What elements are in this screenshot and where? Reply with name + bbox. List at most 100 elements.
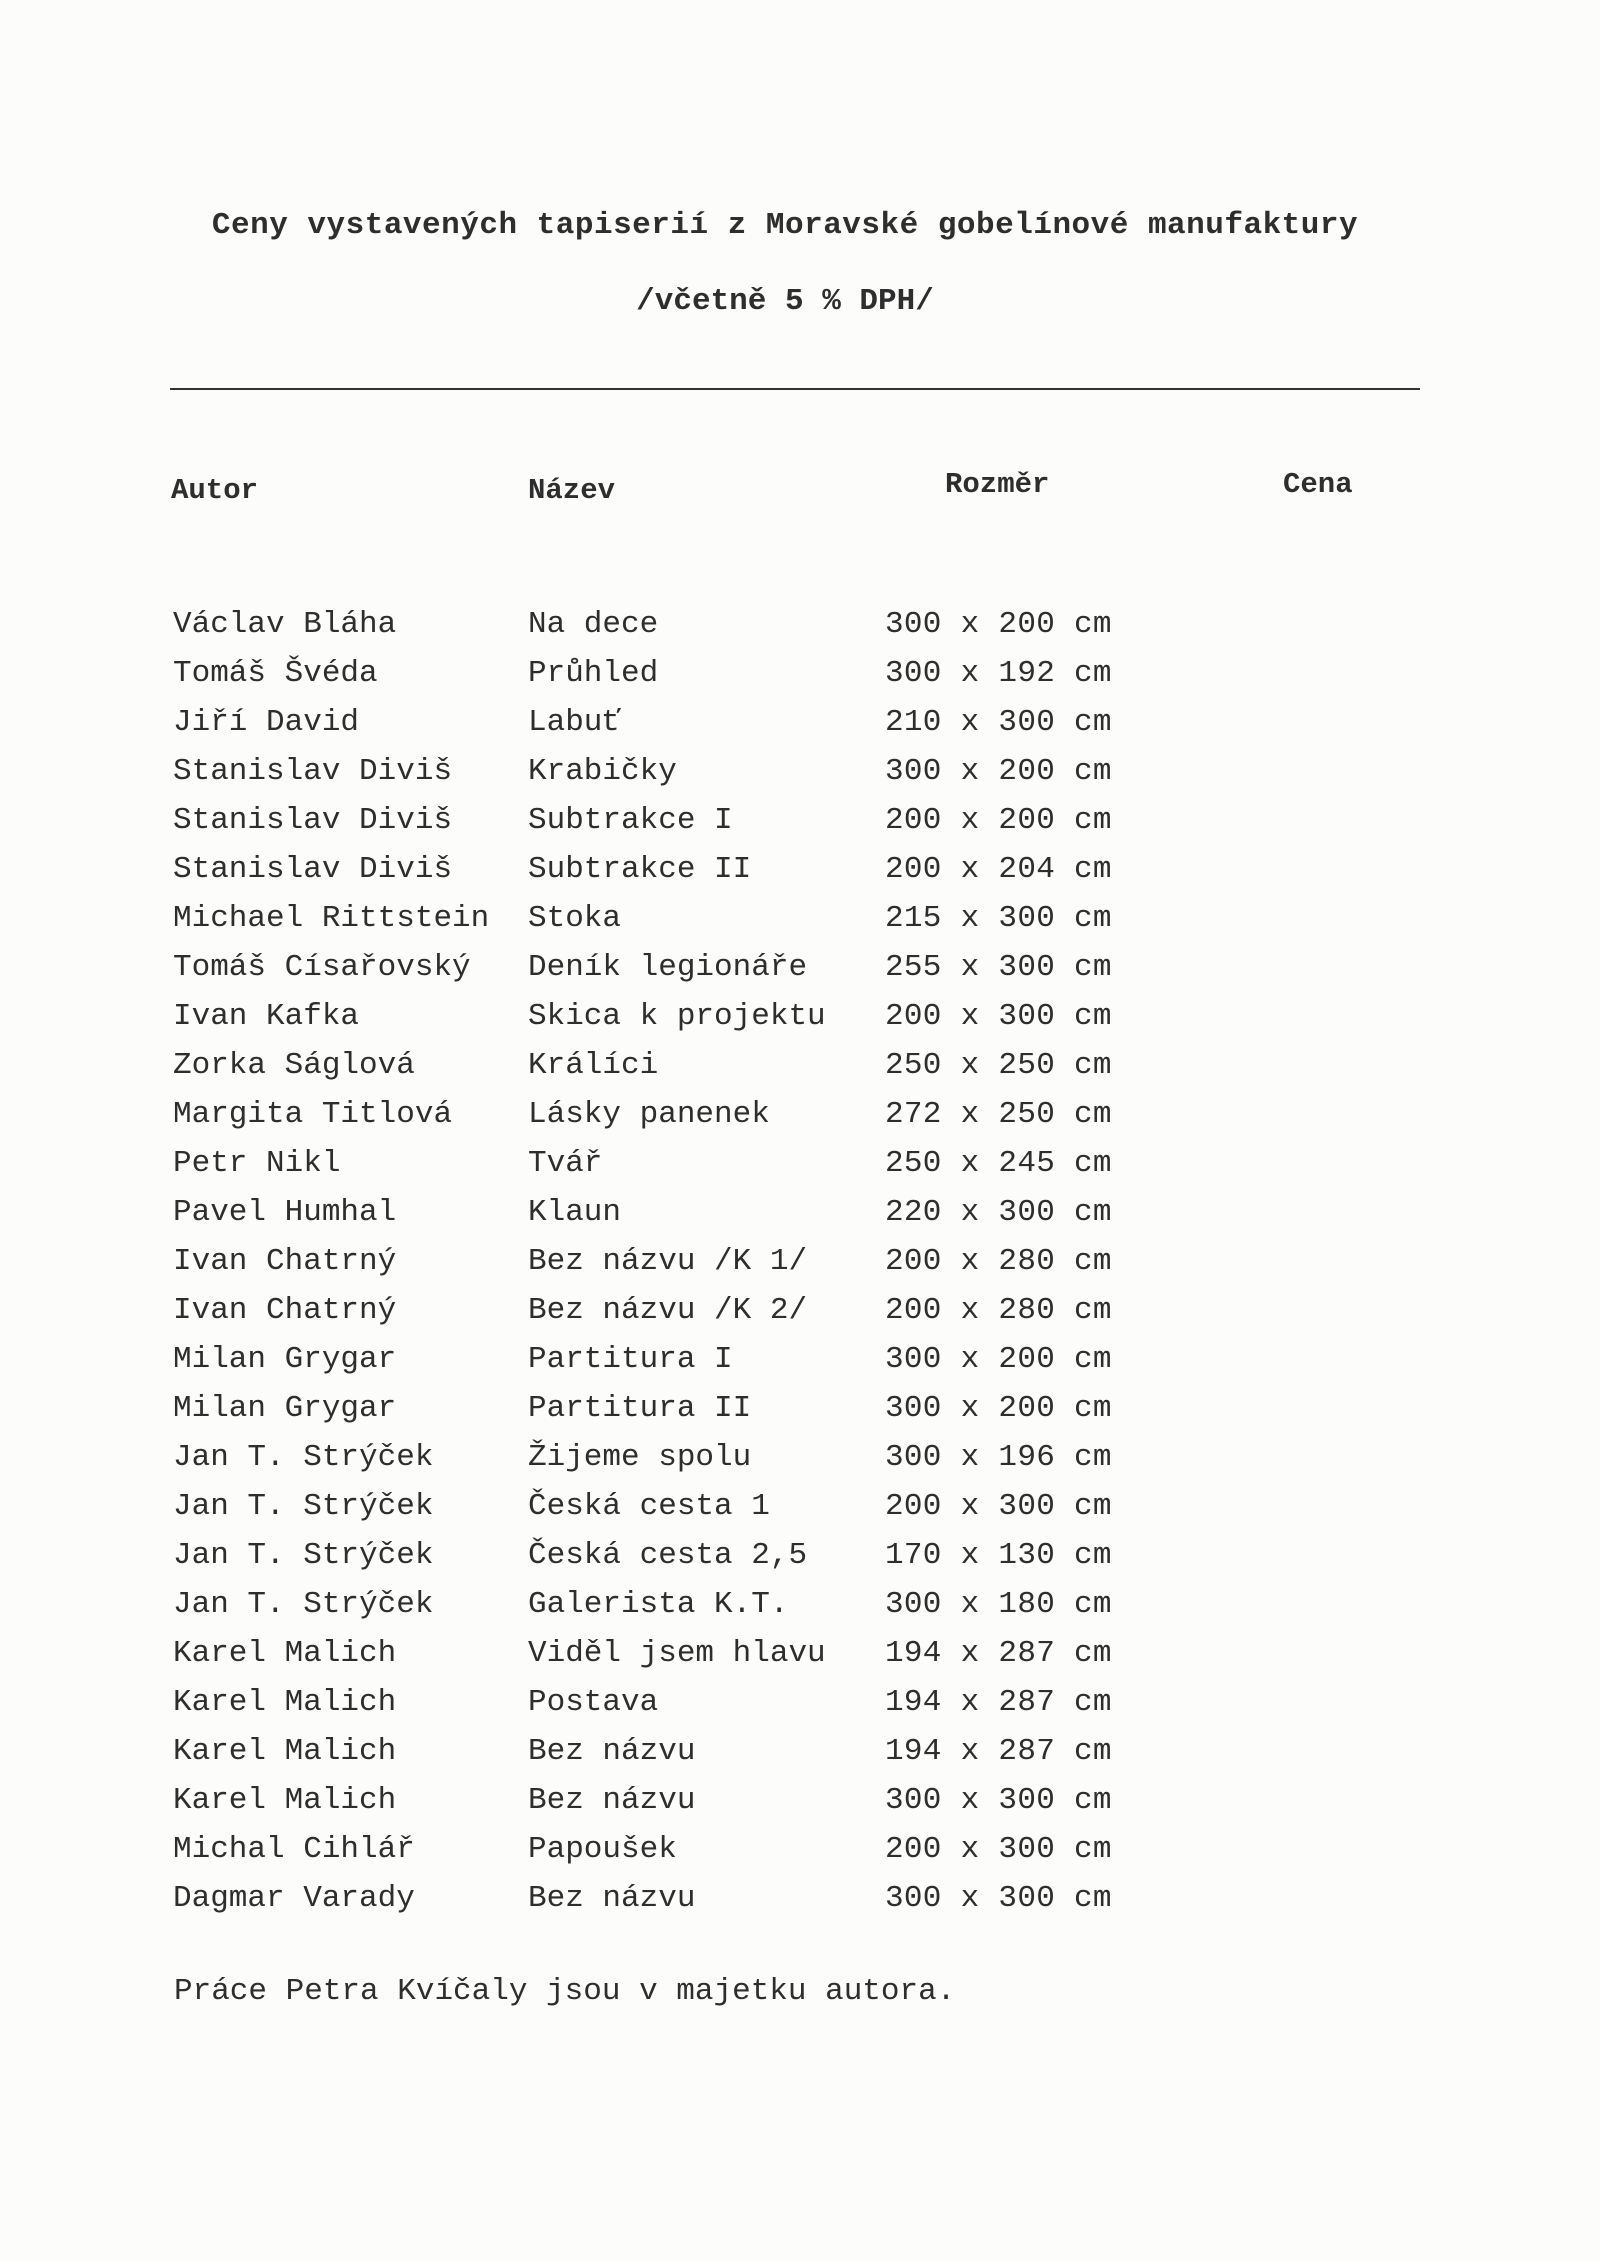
- table-row: Jan T. Strýček Žijeme spolu 300 x 196 cm: [173, 1433, 1185, 1482]
- column-header-author: Autor: [171, 474, 259, 507]
- tapestry-list: Václav Bláha Na dece 300 x 200 cm Tomáš Švé…: [173, 600, 1185, 1923]
- title-cell: Lásky panenek: [528, 1097, 770, 1132]
- document-subtitle: /včetně 5 % DPH/: [636, 284, 934, 319]
- title-cell: Krabičky: [528, 754, 677, 789]
- table-row: Pavel Humhal Klaun 220 x 300 cm: [173, 1188, 1185, 1237]
- author-cell: Jan T. Strýček: [173, 1538, 434, 1573]
- table-row: Karel Malich Viděl jsem hlavu 194 x 287 cm: [173, 1629, 1185, 1678]
- table-row: Milan Grygar Partitura I 300 x 200 cm: [173, 1335, 1185, 1384]
- table-row: Karel Malich Bez názvu 194 x 287 cm: [173, 1727, 1185, 1776]
- author-cell: Pavel Humhal: [173, 1195, 397, 1230]
- size-cell: 220 x 300 cm: [885, 1195, 1112, 1230]
- size-cell: 300 x 200 cm: [885, 1391, 1112, 1426]
- author-cell: Karel Malich: [173, 1734, 397, 1769]
- size-cell: 300 x 200 cm: [885, 754, 1112, 789]
- size-cell: 200 x 300 cm: [885, 999, 1112, 1034]
- title-cell: Na dece: [528, 607, 659, 642]
- title-cell: Žijeme spolu: [528, 1440, 752, 1475]
- size-cell: 200 x 280 cm: [885, 1293, 1112, 1328]
- table-row: Michael Rittstein Stoka 215 x 300 cm: [173, 894, 1185, 943]
- title-cell: Bez názvu /K 1/: [528, 1244, 808, 1279]
- author-cell: Margita Titlová: [173, 1097, 453, 1132]
- title-cell: Deník legionáře: [528, 950, 808, 985]
- title-cell: Viděl jsem hlavu: [528, 1636, 826, 1671]
- author-cell: Jan T. Strýček: [173, 1587, 434, 1622]
- size-cell: 194 x 287 cm: [885, 1636, 1112, 1671]
- title-cell: Labuť: [528, 705, 622, 740]
- author-cell: Dagmar Varady: [173, 1881, 415, 1916]
- size-cell: 300 x 200 cm: [885, 1342, 1112, 1377]
- author-cell: Tomáš Švéda: [173, 656, 378, 691]
- author-cell: Stanislav Diviš: [173, 754, 453, 789]
- size-cell: 200 x 200 cm: [885, 803, 1112, 838]
- author-cell: Václav Bláha: [173, 607, 397, 642]
- title-cell: Subtrakce I: [528, 803, 733, 838]
- author-cell: Karel Malich: [173, 1636, 397, 1671]
- table-row: Milan Grygar Partitura II 300 x 200 cm: [173, 1384, 1185, 1433]
- title-cell: Bez názvu /K 2/: [528, 1293, 808, 1328]
- size-cell: 250 x 245 cm: [885, 1146, 1112, 1181]
- title-cell: Králíci: [528, 1048, 659, 1083]
- document-title: Ceny vystavených tapiserií z Moravské go…: [211, 208, 1359, 243]
- title-cell: Bez názvu: [528, 1734, 696, 1769]
- title-cell: Partitura II: [528, 1391, 752, 1426]
- author-cell: Tomáš Císařovský: [173, 950, 471, 985]
- size-cell: 300 x 300 cm: [885, 1783, 1112, 1818]
- title-cell: Postava: [528, 1685, 659, 1720]
- column-header-price: Cena: [1283, 468, 1353, 501]
- table-row: Ivan Chatrný Bez názvu /K 2/200 x 280 cm: [173, 1286, 1185, 1335]
- author-cell: Jiří David: [173, 705, 360, 740]
- author-cell: Stanislav Diviš: [173, 852, 453, 887]
- size-cell: 300 x 300 cm: [885, 1881, 1112, 1916]
- size-cell: 250 x 250 cm: [885, 1048, 1112, 1083]
- table-row: Karel Malich Bez názvu 300 x 300 cm: [173, 1776, 1185, 1825]
- title-cell: Česká cesta 1: [528, 1489, 770, 1524]
- table-row: Stanislav Diviš Subtrakce II 200 x 204 cm: [173, 845, 1185, 894]
- title-cell: Tvář: [528, 1146, 603, 1181]
- author-cell: Michael Rittstein: [173, 901, 490, 936]
- author-cell: Karel Malich: [173, 1685, 397, 1720]
- table-row: Michal Cihlář Papoušek 200 x 300 cm: [173, 1825, 1185, 1874]
- author-cell: Ivan Chatrný: [173, 1244, 397, 1279]
- divider: [170, 388, 1420, 390]
- author-cell: Milan Grygar: [173, 1391, 397, 1426]
- size-cell: 300 x 196 cm: [885, 1440, 1112, 1475]
- size-cell: 170 x 130 cm: [885, 1538, 1112, 1573]
- size-cell: 200 x 204 cm: [885, 852, 1112, 887]
- title-cell: Galerista K.T.: [528, 1587, 789, 1622]
- author-cell: Stanislav Diviš: [173, 803, 453, 838]
- author-cell: Milan Grygar: [173, 1342, 397, 1377]
- column-header-size: Rozměr: [945, 468, 1050, 501]
- author-cell: Jan T. Strýček: [173, 1440, 434, 1475]
- title-cell: Bez názvu: [528, 1881, 696, 1916]
- size-cell: 210 x 300 cm: [885, 705, 1112, 740]
- author-cell: Zorka Ságlová: [173, 1048, 415, 1083]
- size-cell: 200 x 300 cm: [885, 1832, 1112, 1867]
- size-cell: 272 x 250 cm: [885, 1097, 1112, 1132]
- title-cell: Skica k projektu: [528, 999, 826, 1034]
- title-cell: Průhled: [528, 656, 659, 691]
- table-row: Jan T. Strýček Česká cesta 1 200 x 300 cm: [173, 1482, 1185, 1531]
- size-cell: 194 x 287 cm: [885, 1734, 1112, 1769]
- author-cell: Ivan Chatrný: [173, 1293, 397, 1328]
- table-row: Jan T. Strýček Česká cesta 2,5 170 x 130 c…: [173, 1531, 1185, 1580]
- size-cell: 255 x 300 cm: [885, 950, 1112, 985]
- table-row: Ivan Kafka Skica k projektu 200 x 300 cm: [173, 992, 1185, 1041]
- title-cell: Stoka: [528, 901, 622, 936]
- table-row: Margita Titlová Lásky panenek 272 x 250 cm: [173, 1090, 1185, 1139]
- size-cell: 194 x 287 cm: [885, 1685, 1112, 1720]
- author-cell: Michal Cihlář: [173, 1832, 415, 1867]
- table-row: Tomáš Švéda Průhled 300 x 192 cm: [173, 649, 1185, 698]
- title-cell: Klaun: [528, 1195, 622, 1230]
- table-row: Petr Nikl Tvář 250 x 245 cm: [173, 1139, 1185, 1188]
- title-cell: Česká cesta 2,5: [528, 1538, 808, 1573]
- table-row: Stanislav Diviš Krabičky 300 x 200 cm: [173, 747, 1185, 796]
- size-cell: 300 x 200 cm: [885, 607, 1112, 642]
- author-cell: Karel Malich: [173, 1783, 397, 1818]
- size-cell: 300 x 192 cm: [885, 656, 1112, 691]
- title-cell: Subtrakce II: [528, 852, 752, 887]
- table-row: Václav Bláha Na dece 300 x 200 cm: [173, 600, 1185, 649]
- table-row: Karel Malich Postava 194 x 287 cm: [173, 1678, 1185, 1727]
- table-row: Jiří David Labuť 210 x 300 cm: [173, 698, 1185, 747]
- author-cell: Jan T. Strýček: [173, 1489, 434, 1524]
